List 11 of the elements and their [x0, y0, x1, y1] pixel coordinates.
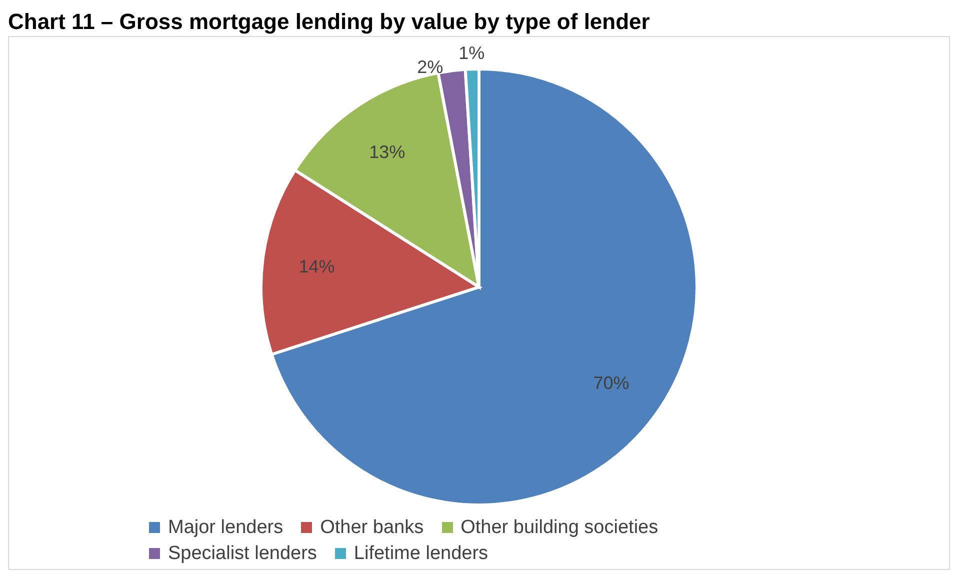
- data-label: 2%: [417, 56, 444, 77]
- legend-label: Other banks: [319, 516, 424, 540]
- chart-title: Chart 11 – Gross mortgage lending by value by type of lender: [8, 8, 651, 36]
- legend-label: Lifetime lenders: [352, 542, 488, 566]
- data-label: 13%: [369, 142, 406, 162]
- data-label: 14%: [298, 256, 335, 277]
- legend-label: Specialist lenders: [167, 542, 317, 566]
- data-label: 1%: [458, 43, 485, 64]
- legend-label: Major lenders: [167, 516, 284, 540]
- legend-label: Other building societies: [460, 516, 658, 540]
- data-label: 70%: [593, 373, 630, 394]
